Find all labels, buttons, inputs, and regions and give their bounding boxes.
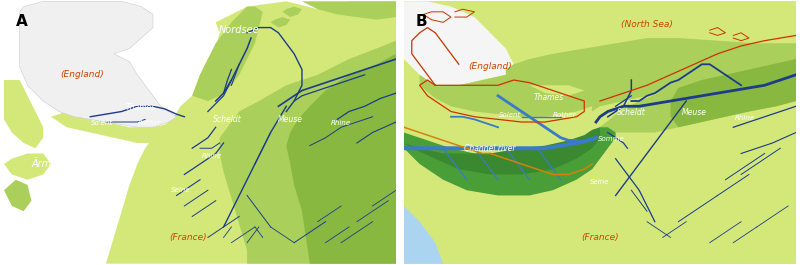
Text: Seine: Seine — [170, 187, 190, 193]
Polygon shape — [670, 59, 796, 127]
Polygon shape — [4, 80, 43, 148]
Polygon shape — [404, 206, 443, 264]
Text: Scheldt: Scheldt — [213, 115, 242, 124]
Text: Thames: Thames — [126, 103, 156, 112]
Text: Rhine: Rhine — [735, 115, 755, 121]
Text: (England): (England) — [61, 70, 104, 79]
Text: Ärmelkanal: Ärmelkanal — [31, 159, 86, 169]
Text: (North Sea): (North Sea) — [621, 20, 673, 29]
Polygon shape — [220, 41, 396, 264]
Text: So'ent: So'ent — [91, 120, 113, 126]
Polygon shape — [282, 7, 302, 17]
Polygon shape — [270, 17, 290, 28]
Text: Rother: Rother — [553, 112, 577, 118]
Text: Rhine: Rhine — [331, 120, 351, 126]
Polygon shape — [4, 153, 51, 180]
Polygon shape — [404, 1, 796, 264]
Polygon shape — [20, 1, 177, 127]
Text: Seine: Seine — [590, 179, 610, 185]
Text: Thames: Thames — [534, 92, 564, 101]
Polygon shape — [420, 64, 600, 117]
Polygon shape — [192, 7, 262, 101]
Text: Channel river: Channel river — [465, 144, 516, 153]
Text: Rother: Rother — [138, 120, 161, 126]
Text: (France): (France) — [581, 233, 618, 242]
Polygon shape — [302, 1, 396, 20]
Text: Meuse: Meuse — [278, 115, 302, 124]
Polygon shape — [404, 122, 616, 196]
Text: (France): (France) — [170, 233, 207, 242]
Polygon shape — [106, 1, 396, 264]
Text: Rhine: Rhine — [202, 153, 222, 159]
Text: Solent: Solent — [498, 112, 521, 118]
Text: B: B — [416, 14, 427, 29]
Text: A: A — [16, 14, 27, 29]
Text: Meuse: Meuse — [682, 108, 706, 117]
Polygon shape — [600, 69, 796, 132]
Polygon shape — [51, 112, 184, 143]
Polygon shape — [506, 38, 796, 112]
Polygon shape — [286, 54, 396, 264]
Polygon shape — [404, 127, 600, 174]
Polygon shape — [4, 180, 31, 211]
Text: Nordsee: Nordsee — [219, 25, 259, 35]
Text: (England): (England) — [468, 63, 512, 71]
Polygon shape — [404, 1, 514, 85]
Text: Scheldt: Scheldt — [617, 108, 646, 117]
Text: Somme: Somme — [598, 136, 625, 142]
